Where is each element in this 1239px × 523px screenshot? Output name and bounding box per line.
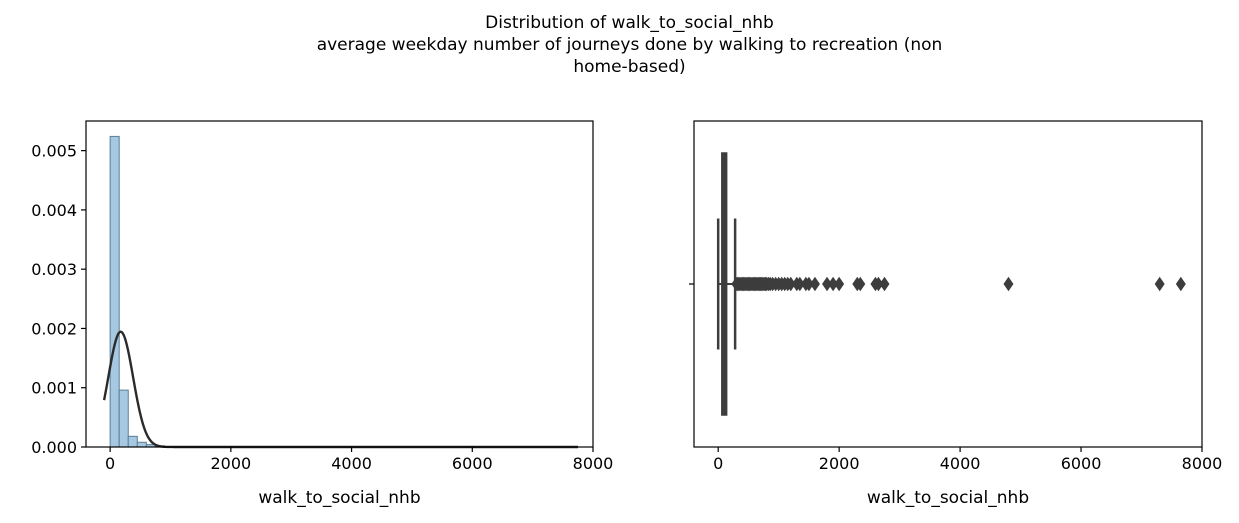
histogram-bar-0 bbox=[109, 135, 120, 448]
histogram-y-tick-label: 0.003 bbox=[31, 260, 77, 279]
figure-title-line-1: Distribution of walk_to_social_nhb bbox=[485, 13, 774, 33]
histogram-bar-3 bbox=[136, 441, 147, 448]
histogram-x-tick-label: 4000 bbox=[331, 454, 372, 473]
histogram-x-ticks: 0 2000 4000 6000 8000 bbox=[105, 447, 613, 473]
boxplot-x-ticks: 0 2000 4000 6000 8000 bbox=[713, 447, 1222, 473]
histogram-y-ticks: 0.000 0.001 0.002 0.003 0.004 0.005 bbox=[31, 142, 86, 457]
boxplot-outlier-44 bbox=[855, 276, 866, 292]
histogram-bar-2 bbox=[127, 435, 138, 448]
histogram-y-tick-label: 0.001 bbox=[31, 379, 77, 398]
boxplot-axes-frame bbox=[693, 120, 1203, 448]
boxplot-outlier-47 bbox=[879, 276, 890, 292]
boxplot-x-axis-label: walk_to_social_nhb bbox=[867, 488, 1029, 508]
boxplot-outlier-50 bbox=[1175, 276, 1186, 292]
histogram-x-axis-label: walk_to_social_nhb bbox=[258, 488, 420, 508]
boxplot-outlier-48 bbox=[1003, 276, 1014, 292]
histogram-x-tick-label: 0 bbox=[105, 454, 115, 473]
histogram-panel: 0 2000 4000 6000 8000 0.0000.0010.0020.0030.… bbox=[31, 120, 613, 508]
boxplot-x-tick-label: 4000 bbox=[940, 454, 981, 473]
boxplot-elements bbox=[689, 152, 737, 416]
histogram-x-tick-label: 8000 bbox=[573, 454, 614, 473]
histogram-y-tick-label: 0.005 bbox=[31, 142, 77, 161]
boxplot-outliers bbox=[731, 276, 1186, 292]
boxplot-x-tick-label: 8000 bbox=[1182, 454, 1223, 473]
histogram-y-tick-label: 0.004 bbox=[31, 201, 77, 220]
boxplot-outlier-39 bbox=[809, 276, 820, 292]
figure-title-line-3: home-based) bbox=[573, 57, 686, 77]
boxplot-panel: 0 2000 4000 6000 8000 walk_to_social_nhb bbox=[689, 120, 1222, 508]
figure-title: Distribution of walk_to_social_nhb avera… bbox=[0, 12, 1239, 78]
figure-title-line-2: average weekday number of journeys done … bbox=[316, 35, 943, 55]
boxplot-outlier-49 bbox=[1154, 276, 1165, 292]
histogram-x-tick-label: 2000 bbox=[210, 454, 251, 473]
histogram-y-tick-label: 0.002 bbox=[31, 319, 77, 338]
boxplot-x-tick-label: 0 bbox=[713, 454, 723, 473]
boxplot-outlier-42 bbox=[834, 276, 845, 292]
histogram-x-tick-label: 6000 bbox=[452, 454, 493, 473]
histogram-axes-frame bbox=[85, 120, 594, 448]
histogram-bar-1 bbox=[118, 389, 129, 448]
normal-fit-curve bbox=[102, 330, 578, 449]
boxplot-x-tick-label: 2000 bbox=[819, 454, 860, 473]
boxplot-x-tick-label: 6000 bbox=[1061, 454, 1102, 473]
histogram-y-tick-label: 0.000 bbox=[31, 438, 77, 457]
